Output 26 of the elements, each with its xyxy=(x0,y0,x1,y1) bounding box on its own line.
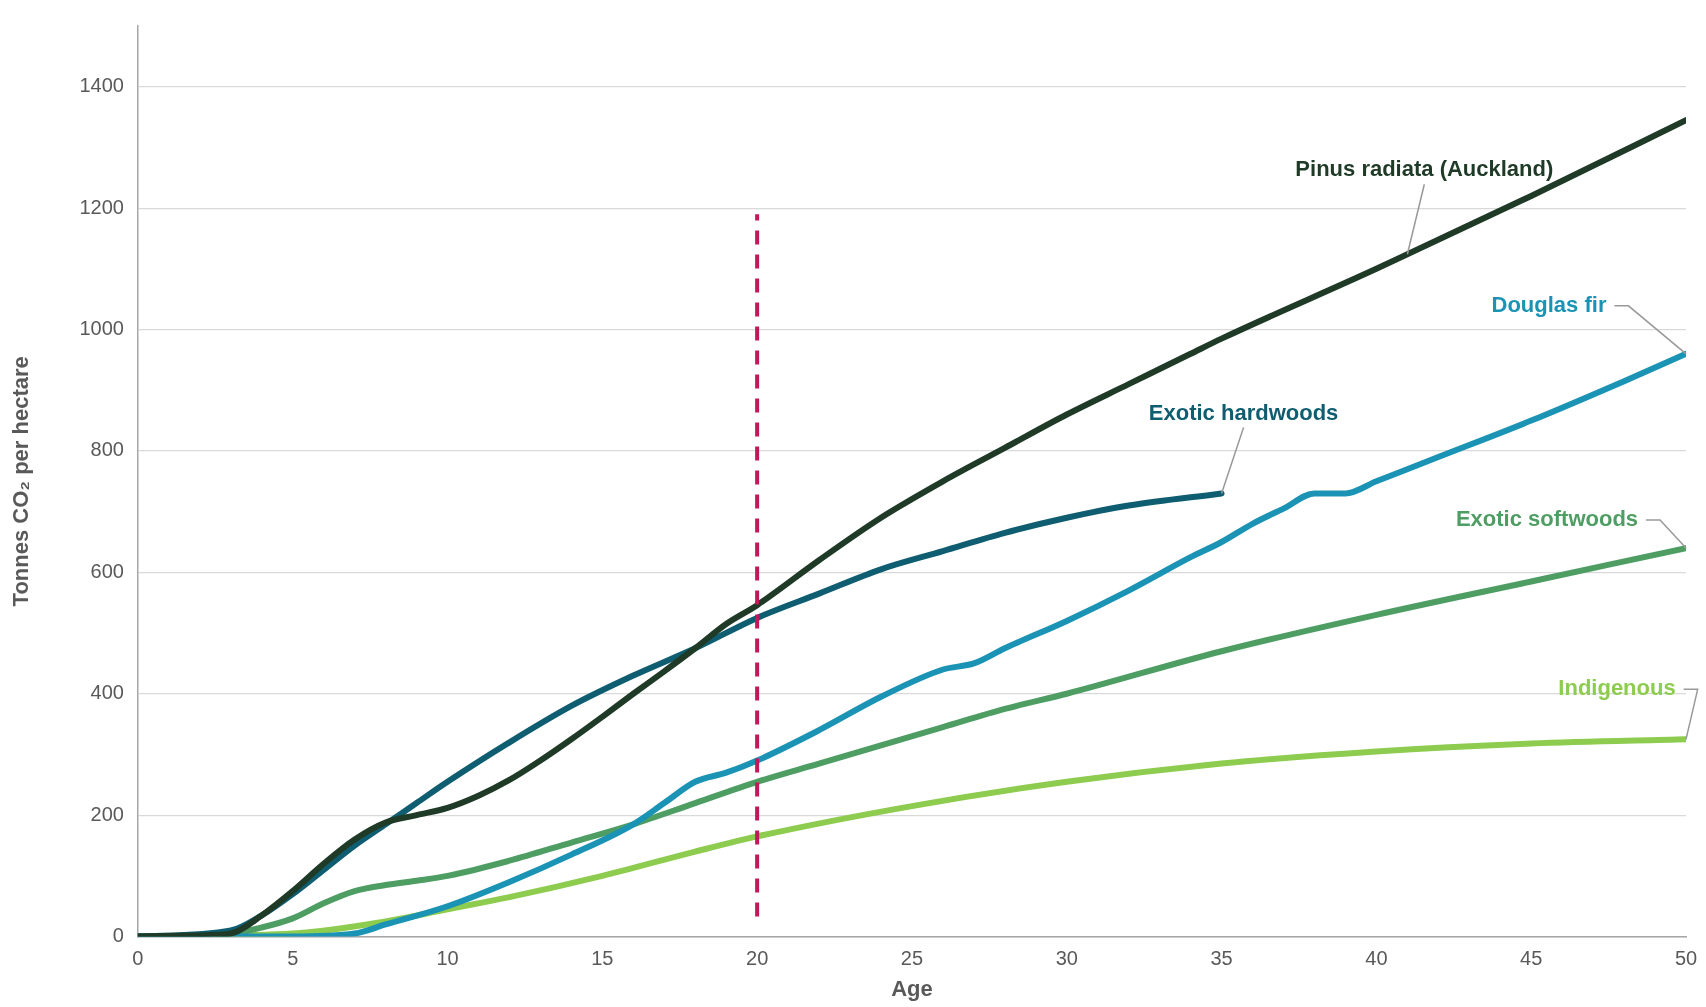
y-tick-label: 800 xyxy=(90,438,124,461)
series-label: Pinus radiata (Auckland) xyxy=(1295,156,1554,182)
y-tick-label: 0 xyxy=(112,924,124,947)
x-tick-label: 10 xyxy=(436,947,459,970)
x-tick-label: 50 xyxy=(1674,947,1698,970)
y-tick-label: 400 xyxy=(90,681,124,704)
x-tick-label: 25 xyxy=(900,947,924,970)
x-tick-label: 5 xyxy=(287,947,299,970)
y-tick-label: 600 xyxy=(90,559,124,582)
series-label: Exotic softwoods xyxy=(1455,506,1639,532)
x-axis-title: Age xyxy=(891,975,933,1001)
y-tick-label: 200 xyxy=(90,802,124,825)
series-label: Indigenous xyxy=(1558,675,1676,701)
y-tick-label: 1200 xyxy=(79,195,124,218)
x-tick-label: 20 xyxy=(746,947,769,970)
x-tick-label: 15 xyxy=(591,947,614,970)
y-tick-label: 1400 xyxy=(79,74,124,97)
x-tick-label: 30 xyxy=(1055,947,1078,970)
x-tick-label: 35 xyxy=(1210,947,1233,970)
x-tick-label: 40 xyxy=(1365,947,1388,970)
text: Exotic hardwoods xyxy=(1148,399,1339,425)
x-tick-label: 0 xyxy=(132,947,144,970)
text: Douglas fir xyxy=(1491,291,1607,317)
y-axis-title: Tonnes CO₂ per hectare xyxy=(8,356,34,607)
y-tick-label: 1000 xyxy=(79,317,124,340)
x-tick-label: 45 xyxy=(1520,947,1543,970)
